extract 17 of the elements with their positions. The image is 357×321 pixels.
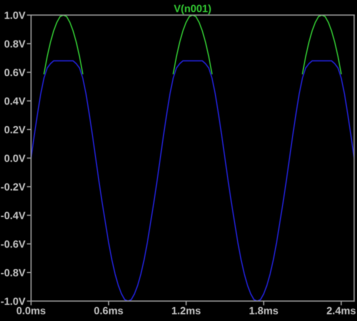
y-tick-label: 0.2V xyxy=(4,126,26,134)
y-tick-label: -0.6V xyxy=(1,240,26,248)
y-tick-label: 0.4V xyxy=(4,97,26,105)
y-tick-label: -0.4V xyxy=(1,212,26,220)
x-tick-label: 0.0ms xyxy=(16,306,46,314)
x-tick-label: 1.2ms xyxy=(172,306,200,314)
y-tick-label: -0.8V xyxy=(1,269,26,276)
series-label: V(n001) xyxy=(174,4,211,14)
x-tick-label: 2.4ms xyxy=(326,306,356,314)
y-tick-label: -1.0V xyxy=(1,298,26,305)
x-tick-label: 1.8ms xyxy=(250,306,278,314)
x-tick-label: 0.6ms xyxy=(94,306,123,314)
y-tick-label: 0.8V xyxy=(4,40,26,48)
y-tick-label: 1.0V xyxy=(4,12,26,19)
y-tick-label: -0.2V xyxy=(1,183,26,191)
y-tick-label: 0.0V xyxy=(4,154,26,162)
y-tick-label: 0.6V xyxy=(4,68,26,76)
